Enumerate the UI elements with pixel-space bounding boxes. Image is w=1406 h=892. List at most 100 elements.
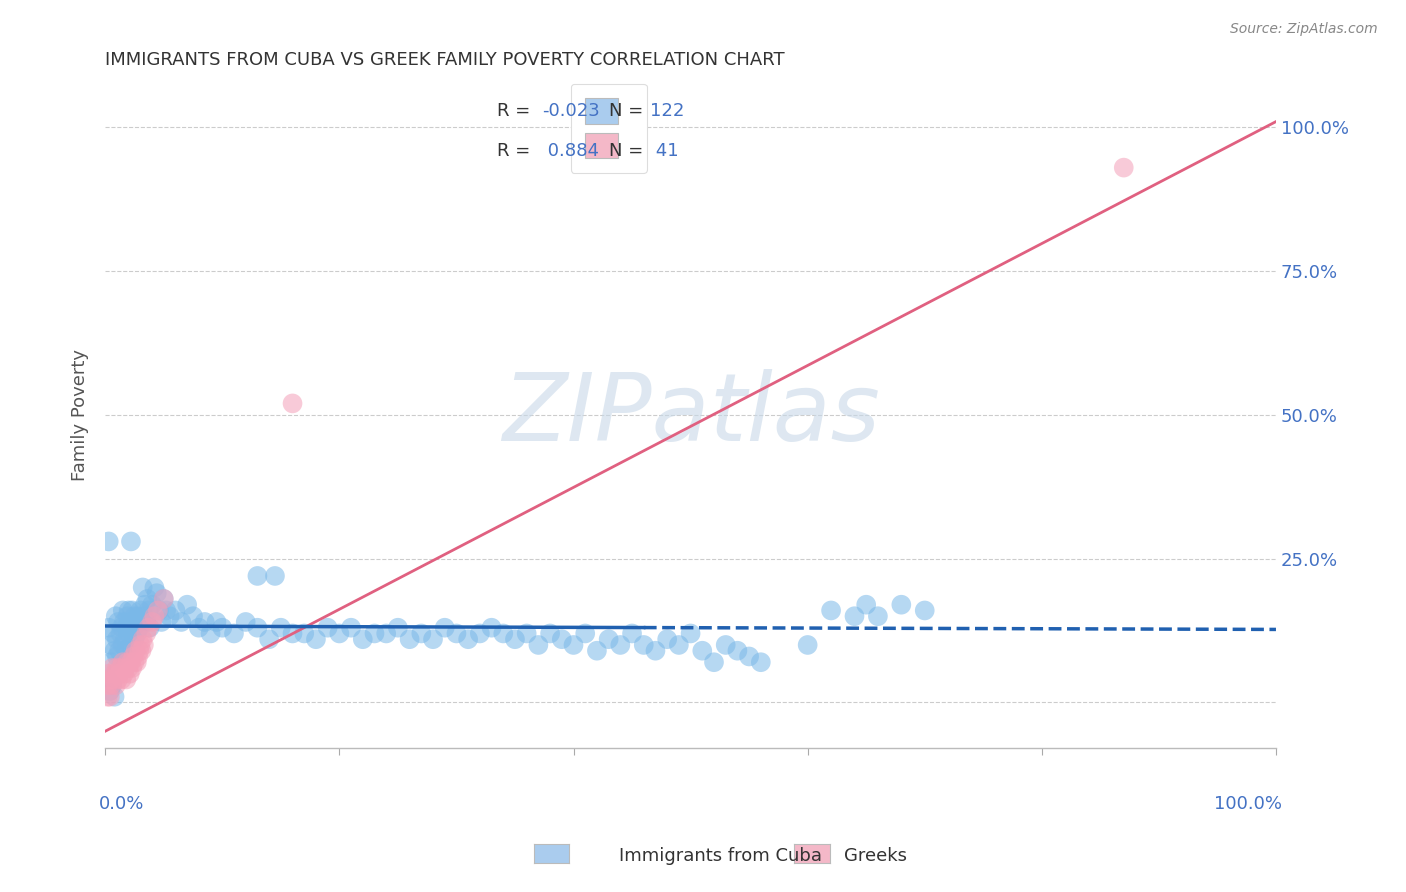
Point <box>211 621 233 635</box>
Point <box>714 638 737 652</box>
Point <box>657 632 679 647</box>
Point <box>457 632 479 647</box>
Text: 100.0%: 100.0% <box>1213 795 1282 814</box>
Point <box>98 690 121 704</box>
Point <box>125 626 148 640</box>
Text: N =: N = <box>609 103 648 120</box>
Point <box>538 626 561 640</box>
Point <box>121 661 143 675</box>
Text: Immigrants from Cuba: Immigrants from Cuba <box>619 847 821 865</box>
Text: 0.0%: 0.0% <box>100 795 145 814</box>
Point <box>97 534 120 549</box>
Point <box>122 649 145 664</box>
Point <box>120 615 142 629</box>
Point <box>890 598 912 612</box>
Point <box>152 591 174 606</box>
Point <box>633 638 655 652</box>
Point <box>105 661 128 675</box>
Point <box>855 598 877 612</box>
Point <box>866 609 889 624</box>
Point <box>609 638 631 652</box>
Point <box>111 655 134 669</box>
Point <box>97 666 120 681</box>
Point <box>328 626 350 640</box>
Point <box>141 598 163 612</box>
Point <box>375 626 398 640</box>
Point <box>117 603 139 617</box>
Point <box>446 626 468 640</box>
Point <box>749 655 772 669</box>
Point <box>96 673 118 687</box>
Point <box>621 626 644 640</box>
Point <box>118 666 141 681</box>
Point <box>124 655 146 669</box>
Point <box>305 632 328 647</box>
Point <box>124 615 146 629</box>
Point <box>98 684 121 698</box>
Point <box>352 632 374 647</box>
Text: N =: N = <box>609 143 648 161</box>
Point <box>111 603 134 617</box>
Point <box>141 615 163 629</box>
Point <box>136 591 159 606</box>
Point <box>121 603 143 617</box>
Point <box>468 626 491 640</box>
Point <box>725 643 748 657</box>
Point <box>98 673 121 687</box>
Point <box>598 632 620 647</box>
Point <box>690 643 713 657</box>
Point <box>387 621 409 635</box>
Point <box>100 655 122 669</box>
Point <box>112 666 135 681</box>
Point <box>551 632 574 647</box>
Point <box>222 626 245 640</box>
Point <box>398 632 420 647</box>
Point <box>257 632 280 647</box>
Point <box>127 649 149 664</box>
Point <box>668 638 690 652</box>
Point <box>131 581 153 595</box>
Point <box>103 643 125 657</box>
Point <box>143 581 166 595</box>
Point <box>235 615 257 629</box>
Point <box>110 626 132 640</box>
Point <box>104 678 127 692</box>
Point <box>100 678 122 692</box>
Point <box>170 615 193 629</box>
Point <box>117 626 139 640</box>
Point <box>146 603 169 617</box>
Point <box>111 638 134 652</box>
Point <box>120 534 142 549</box>
Point <box>131 643 153 657</box>
Point <box>411 626 433 640</box>
Point <box>114 661 136 675</box>
Point <box>124 643 146 657</box>
Point <box>292 626 315 640</box>
Point <box>433 621 456 635</box>
Point <box>110 673 132 687</box>
Point <box>103 626 125 640</box>
Legend: , : , <box>571 84 647 173</box>
Point <box>131 615 153 629</box>
Point <box>101 661 124 675</box>
Point <box>103 673 125 687</box>
Point <box>108 666 131 681</box>
Point <box>586 643 609 657</box>
Point <box>131 632 153 647</box>
Point <box>264 569 287 583</box>
Point <box>97 621 120 635</box>
Point <box>159 609 181 624</box>
Point <box>103 666 125 681</box>
Point <box>516 626 538 640</box>
Point <box>574 626 596 640</box>
Point <box>200 626 222 640</box>
Point <box>132 638 155 652</box>
Text: 41: 41 <box>650 143 678 161</box>
Point <box>503 632 526 647</box>
Point <box>135 626 157 640</box>
Point <box>145 586 167 600</box>
Point <box>165 603 187 617</box>
Point <box>129 603 152 617</box>
Point <box>820 603 842 617</box>
Point <box>120 655 142 669</box>
